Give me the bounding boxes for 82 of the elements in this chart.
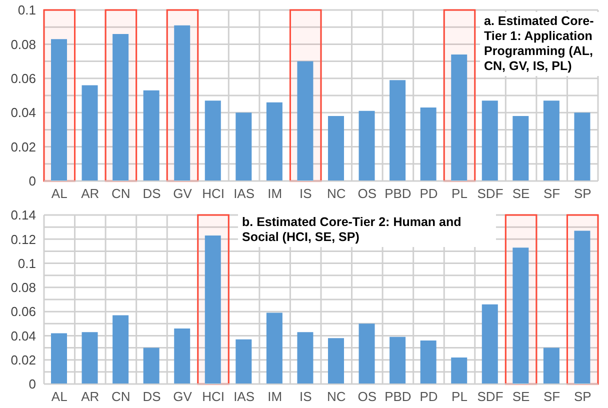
bar xyxy=(297,332,314,384)
bar xyxy=(266,312,282,384)
x-tick-label: PL xyxy=(452,389,468,404)
bar xyxy=(420,107,436,181)
y-tick-label: 0.02 xyxy=(10,139,36,154)
bar xyxy=(204,100,221,181)
x-tick-label: NC xyxy=(327,389,346,404)
y-tick-label: 0.06 xyxy=(10,71,36,86)
bar xyxy=(297,61,314,181)
x-tick-label: SF xyxy=(544,389,560,404)
bar xyxy=(82,85,98,181)
x-tick-label: IM xyxy=(268,389,282,404)
bar xyxy=(451,357,468,384)
bar xyxy=(574,112,590,181)
bar xyxy=(358,324,375,384)
bar xyxy=(390,80,406,181)
x-tick-label: IS xyxy=(299,389,312,404)
bar xyxy=(236,112,252,181)
x-tick-label: CN xyxy=(112,389,130,404)
x-tick-label: PBD xyxy=(384,389,412,404)
bar xyxy=(143,90,160,181)
bar xyxy=(112,315,129,384)
x-tick-label: DS xyxy=(142,186,162,202)
x-tick-label: AR xyxy=(81,186,100,202)
x-tick-label: SP xyxy=(574,389,592,404)
x-tick-label: OS xyxy=(358,186,377,202)
y-tick-label: 0 xyxy=(28,376,36,392)
x-tick-label: PD xyxy=(420,389,438,404)
x-tick-label: GV xyxy=(173,186,192,202)
y-tick-label: 0.12 xyxy=(10,232,36,247)
x-tick-label: IS xyxy=(299,186,312,202)
text: a. Estimated Core-Tier 1: Application Programming (AL, CN, GV, IS, PL) xyxy=(480,12,600,76)
y-tick-label: 0 xyxy=(28,174,36,189)
bar xyxy=(328,338,344,384)
x-tick-label: PL xyxy=(452,186,468,202)
y-tick-label: 0.06 xyxy=(10,304,36,320)
x-tick-label: AL xyxy=(51,389,68,404)
bar xyxy=(328,116,344,181)
y-tick-label: 0.08 xyxy=(10,280,36,296)
x-tick-label: HCI xyxy=(202,389,224,404)
x-tick-label: SDF xyxy=(477,389,504,404)
y-tick-label: 0.02 xyxy=(10,352,36,368)
bar xyxy=(82,332,98,384)
bar xyxy=(143,348,160,384)
x-tick-label: SP xyxy=(574,186,592,202)
y-tick-label: 0.1 xyxy=(18,2,36,18)
bar xyxy=(482,304,498,384)
x-tick-label: PBD xyxy=(384,186,412,202)
y-tick-label: 0.1 xyxy=(18,256,36,271)
x-tick-label: DS xyxy=(142,389,162,404)
x-tick-label: CN xyxy=(112,186,130,202)
x-tick-label: SE xyxy=(512,186,530,202)
text: b. Estimated Core-Tier 2: Human and Social (HCI, SE, SP) xyxy=(238,213,496,247)
x-tick-label: GV xyxy=(173,389,192,404)
bar xyxy=(420,340,436,384)
bar xyxy=(174,328,190,384)
y-tick-label: 0.04 xyxy=(10,328,36,344)
bar xyxy=(543,100,560,181)
x-tick-label: IAS xyxy=(234,186,255,202)
bar xyxy=(266,102,282,181)
bar xyxy=(482,100,498,181)
x-tick-label: SF xyxy=(544,186,560,202)
x-tick-label: HCI xyxy=(202,186,224,202)
bar xyxy=(390,336,406,384)
x-tick-label: OS xyxy=(358,389,377,404)
y-tick-label: 0.14 xyxy=(10,208,36,223)
x-tick-label: IM xyxy=(268,186,282,202)
x-tick-label: SE xyxy=(512,389,530,404)
y-tick-label: 0.04 xyxy=(10,105,36,120)
bar xyxy=(236,339,252,384)
x-tick-label: SDF xyxy=(477,186,504,202)
bar xyxy=(512,116,529,181)
bar xyxy=(358,110,375,181)
x-tick-label: AL xyxy=(51,186,68,202)
x-tick-label: NC xyxy=(327,186,346,202)
x-tick-label: AR xyxy=(81,389,100,404)
y-tick-label: 0.08 xyxy=(10,36,36,52)
bar xyxy=(51,333,67,384)
bar xyxy=(451,54,468,181)
x-tick-label: IAS xyxy=(234,389,255,404)
bar xyxy=(543,348,560,384)
x-tick-label: PD xyxy=(420,186,438,202)
